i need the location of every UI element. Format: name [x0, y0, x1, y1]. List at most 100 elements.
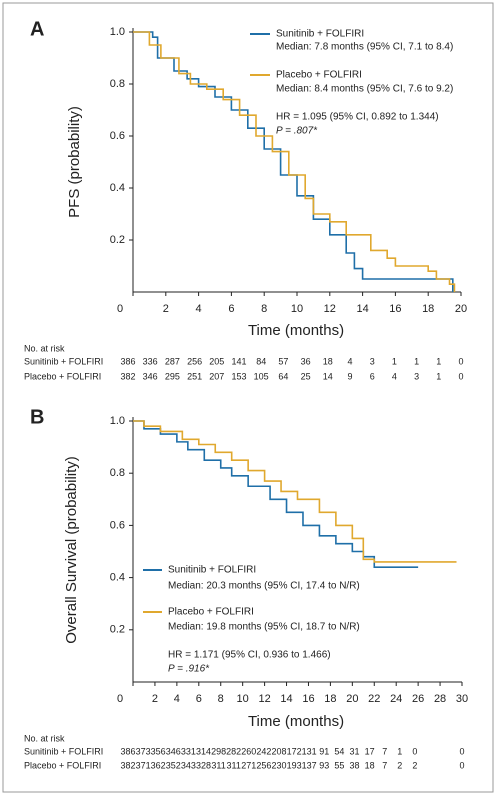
risk-value: 93 [319, 760, 329, 770]
x-tick-label: 6 [228, 303, 234, 315]
x-tick-label: 0 [117, 693, 123, 705]
x-tick-label: 4 [196, 303, 202, 315]
risk-value: 386 [120, 746, 135, 756]
risk-value: 131 [302, 746, 317, 756]
risk-value: 1 [397, 746, 402, 756]
x-tick-label: 8 [218, 693, 224, 705]
y-tick-label: 0.2 [110, 624, 125, 636]
risk-value: 153 [231, 371, 246, 381]
risk-value: 1 [436, 371, 441, 381]
x-tick-label: 2 [163, 303, 169, 315]
risk-value: 3 [414, 371, 419, 381]
risk-value: 343 [181, 760, 196, 770]
risk-row-name: Sunitinib + FOLFIRI [24, 356, 103, 366]
risk-value: 17 [365, 746, 375, 756]
risk-value: 2 [397, 760, 402, 770]
risk-row-name: Placebo + FOLFIRI [24, 371, 101, 381]
x-tick-label: 10 [237, 693, 249, 705]
risk-value: 208 [271, 746, 286, 756]
risk-value: 2 [412, 760, 417, 770]
y-tick-label: 1.0 [110, 26, 125, 38]
x-tick-label: 0 [117, 303, 123, 315]
risk-value: 54 [334, 746, 344, 756]
risk-value: 9 [347, 371, 352, 381]
x-tick-label: 14 [280, 693, 292, 705]
risk-value: 193 [287, 760, 302, 770]
risk-value: 295 [165, 371, 180, 381]
x-tick-label: 2 [152, 693, 158, 705]
p-text: P = .916* [168, 664, 210, 675]
risk-value: 84 [256, 356, 266, 366]
risk-value: 1 [436, 356, 441, 366]
legend-label: Placebo + FOLFIRI [168, 607, 254, 618]
risk-value: 362 [151, 760, 166, 770]
risk-value: 0 [458, 356, 463, 366]
median-text: Median: 19.8 months (95% CI, 18.7 to N/R… [168, 622, 360, 633]
hr-text: HR = 1.095 (95% CI, 0.892 to 1.344) [276, 112, 439, 123]
risk-value: 256 [187, 356, 202, 366]
x-tick-label: 28 [434, 693, 446, 705]
risk-value: 371 [136, 760, 151, 770]
y-tick-label: 0.8 [110, 467, 125, 479]
risk-value: 328 [196, 760, 211, 770]
risk-value: 0 [412, 746, 417, 756]
risk-value: 242 [256, 746, 271, 756]
y-tick-label: 0.4 [110, 182, 125, 194]
risk-value: 0 [458, 371, 463, 381]
survival-curve [133, 420, 419, 568]
panel-label: A [30, 18, 44, 40]
x-tick-label: 6 [196, 693, 202, 705]
risk-value: 207 [209, 371, 224, 381]
hr-text: HR = 1.171 (95% CI, 0.936 to 1.466) [168, 650, 331, 661]
x-tick-label: 18 [422, 303, 434, 315]
risk-value: 7 [382, 746, 387, 756]
y-tick-label: 0.2 [110, 234, 125, 246]
risk-value: 137 [302, 760, 317, 770]
survival-curve [133, 31, 454, 292]
risk-value: 373 [136, 746, 151, 756]
risk-value: 64 [278, 371, 288, 381]
risk-value: 251 [187, 371, 202, 381]
x-tick-label: 18 [324, 693, 336, 705]
x-tick-label: 8 [261, 303, 267, 315]
risk-value: 260 [241, 746, 256, 756]
x-tick-label: 10 [291, 303, 303, 315]
risk-value: 38 [349, 760, 359, 770]
legend-label: Sunitinib + FOLFIRI [276, 29, 364, 40]
risk-row-name: Sunitinib + FOLFIRI [24, 746, 103, 756]
risk-value: 18 [323, 356, 333, 366]
x-tick-label: 20 [455, 303, 467, 315]
x-tick-label: 16 [389, 303, 401, 315]
risk-value: 91 [319, 746, 329, 756]
y-axis-title: Overall Survival (probability) [63, 456, 80, 644]
risk-value: 4 [392, 371, 397, 381]
risk-value: 205 [209, 356, 224, 366]
x-tick-label: 26 [412, 693, 424, 705]
y-tick-label: 0.8 [110, 78, 125, 90]
risk-value: 1 [392, 356, 397, 366]
risk-value: 331 [181, 746, 196, 756]
risk-value: 352 [166, 760, 181, 770]
x-tick-label: 12 [324, 303, 336, 315]
legend-label: Placebo + FOLFIRI [276, 70, 362, 81]
risk-value: 141 [231, 356, 246, 366]
x-tick-label: 14 [356, 303, 368, 315]
risk-value: 172 [287, 746, 302, 756]
panel-label: B [30, 406, 44, 428]
median-text: Median: 7.8 months (95% CI, 7.1 to 8.4) [276, 42, 453, 53]
survival-curve [133, 31, 456, 292]
risk-value: 311 [211, 760, 225, 770]
risk-value: 311 [227, 760, 241, 770]
risk-value: 298 [211, 746, 226, 756]
risk-value: 287 [165, 356, 180, 366]
risk-value: 382 [120, 760, 135, 770]
risk-value: 0 [459, 760, 464, 770]
y-tick-label: 1.0 [110, 415, 125, 427]
x-axis-title: Time (months) [248, 322, 344, 339]
risk-value: 4 [347, 356, 352, 366]
x-tick-label: 30 [456, 693, 468, 705]
x-tick-label: 4 [174, 693, 180, 705]
legend-label: Sunitinib + FOLFIRI [168, 565, 256, 576]
